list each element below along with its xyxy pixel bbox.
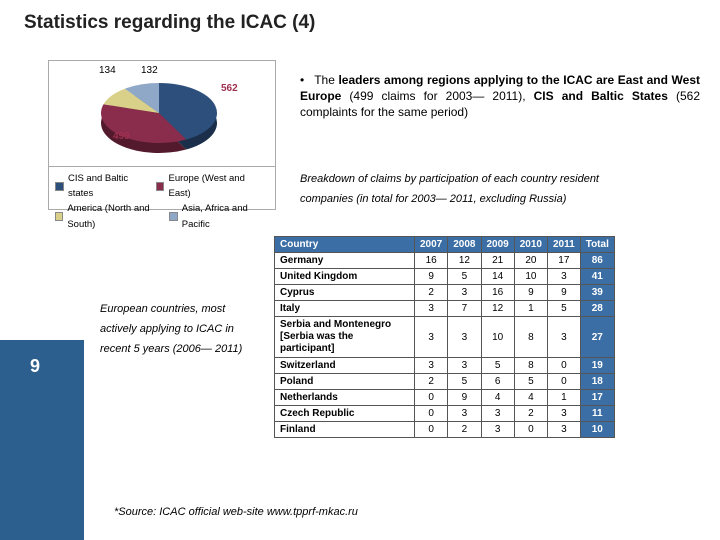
table-header: Total [580, 237, 614, 253]
pie-label: 562 [221, 83, 238, 94]
pie-label: 132 [141, 65, 158, 76]
slide-number: 9 [30, 356, 40, 377]
pie-area: 134 132 562 499 [49, 61, 275, 166]
txt: (499 claims for 2003— 2011), [341, 89, 533, 103]
claims-table: Country20072008200920102011TotalGermany1… [274, 236, 615, 438]
table-header: 2008 [448, 237, 481, 253]
slide-number-bg [0, 340, 84, 540]
table-row: Finland0230310 [275, 422, 615, 438]
table-header: Country [275, 237, 415, 253]
bullet-dot: • [300, 72, 304, 88]
table-header: 2007 [415, 237, 448, 253]
table-row: Serbia and Montenegro [Serbia was the pa… [275, 317, 615, 358]
txt: The [314, 73, 338, 87]
legend-item: Europe (West and East) [156, 171, 269, 201]
txt: recent 5 years (2006— 2011) [100, 340, 258, 360]
pie-svg [49, 61, 277, 166]
breakdown-caption: Breakdown of claims by participation of … [300, 170, 700, 210]
table-row: United Kingdom951410341 [275, 269, 615, 285]
txt: actively applying to ICAC in [100, 320, 258, 340]
legend-item: Asia, Africa and Pacific [169, 201, 269, 231]
txt: Breakdown of claims by participation of … [300, 170, 700, 190]
txt: companies (in total for 2003— 2011, excl… [300, 190, 700, 210]
table-row: Netherlands0944117 [275, 390, 615, 406]
table-row: Czech Republic0332311 [275, 406, 615, 422]
table-row: Switzerland3358019 [275, 358, 615, 374]
table-row: Poland2565018 [275, 374, 615, 390]
legend-item: America (North and South) [55, 201, 169, 231]
bullet-text: • The leaders among regions applying to … [300, 72, 700, 121]
side-caption: European countries, most actively applyi… [100, 300, 258, 359]
pie-label: 134 [99, 65, 116, 76]
table-row: Italy37121528 [275, 301, 615, 317]
table-row: Cyprus23169939 [275, 285, 615, 301]
txt: European countries, most [100, 300, 258, 320]
table-header: 2009 [481, 237, 514, 253]
table-header: 2011 [548, 237, 581, 253]
table-row: Germany161221201786 [275, 253, 615, 269]
table-header: 2010 [514, 237, 547, 253]
legend-item: CIS and Baltic states [55, 171, 156, 201]
page-title: Statistics regarding the ICAC (4) [24, 12, 315, 34]
pie-legend: CIS and Baltic statesEurope (West and Ea… [49, 166, 275, 236]
source-footnote: *Source: ICAC official web-site www.tppr… [114, 506, 358, 518]
pie-chart: 134 132 562 499 CIS and Baltic statesEur… [48, 60, 276, 210]
txt: CIS and Baltic States [534, 89, 668, 103]
pie-label: 499 [113, 131, 130, 142]
